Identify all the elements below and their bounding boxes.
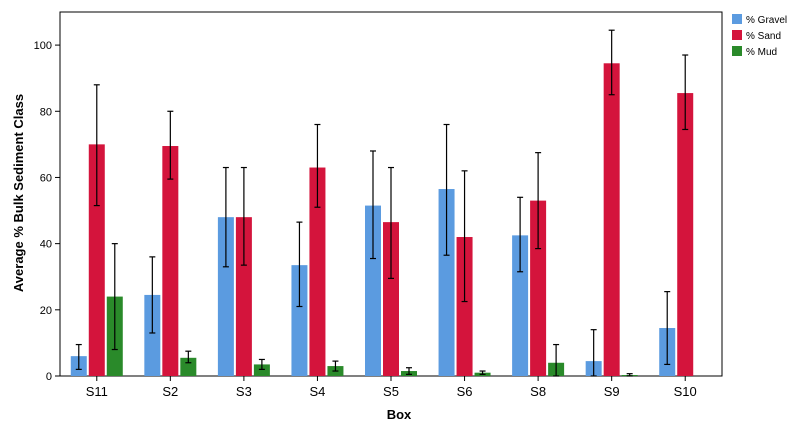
y-axis: 0 20 40 60 80 100 xyxy=(34,40,60,383)
error-bars xyxy=(75,29,689,377)
bar xyxy=(530,200,547,376)
y-tick-label: 0 xyxy=(46,371,52,383)
x-axis-title: Box xyxy=(387,407,412,422)
x-tick-label: S6 xyxy=(457,384,473,399)
bar xyxy=(603,63,620,377)
x-tick-label: S9 xyxy=(604,384,620,399)
legend-swatch xyxy=(732,14,742,24)
x-axis: S11 S2 S3 S4 S5 S6 S8 S9 S10 xyxy=(86,376,697,399)
bar xyxy=(162,146,179,376)
legend-swatch xyxy=(732,46,742,56)
bar xyxy=(180,357,197,376)
legend-swatch xyxy=(732,30,742,40)
bar xyxy=(438,189,455,376)
x-tick-label: S3 xyxy=(236,384,252,399)
legend-label: % Gravel xyxy=(746,15,787,26)
bar xyxy=(235,217,252,376)
legend: % Gravel % Sand % Mud xyxy=(732,14,787,58)
y-tick-label: 60 xyxy=(40,172,52,184)
bar xyxy=(365,205,381,376)
x-tick-label: S11 xyxy=(86,384,108,399)
bar xyxy=(309,167,326,376)
legend-label: % Mud xyxy=(746,47,777,58)
legend-label: % Sand xyxy=(746,31,781,42)
x-tick-label: S10 xyxy=(674,384,697,399)
y-tick-label: 100 xyxy=(34,40,52,52)
x-tick-label: S4 xyxy=(309,384,325,399)
bar xyxy=(456,237,473,376)
bar xyxy=(512,235,529,376)
y-tick-label: 40 xyxy=(40,239,52,251)
bar xyxy=(677,93,694,376)
x-tick-label: S8 xyxy=(530,384,546,399)
y-tick-label: 20 xyxy=(40,305,52,317)
bar xyxy=(253,364,270,376)
bar xyxy=(291,265,308,376)
y-tick-label: 80 xyxy=(40,106,52,118)
bar xyxy=(217,217,234,376)
x-tick-label: S5 xyxy=(383,384,399,399)
bars xyxy=(70,63,694,377)
bar xyxy=(383,222,399,376)
x-tick-label: S2 xyxy=(162,384,178,399)
bar xyxy=(144,294,161,376)
bar xyxy=(88,144,105,376)
y-axis-title: Average % Bulk Sediment Class xyxy=(11,94,26,292)
